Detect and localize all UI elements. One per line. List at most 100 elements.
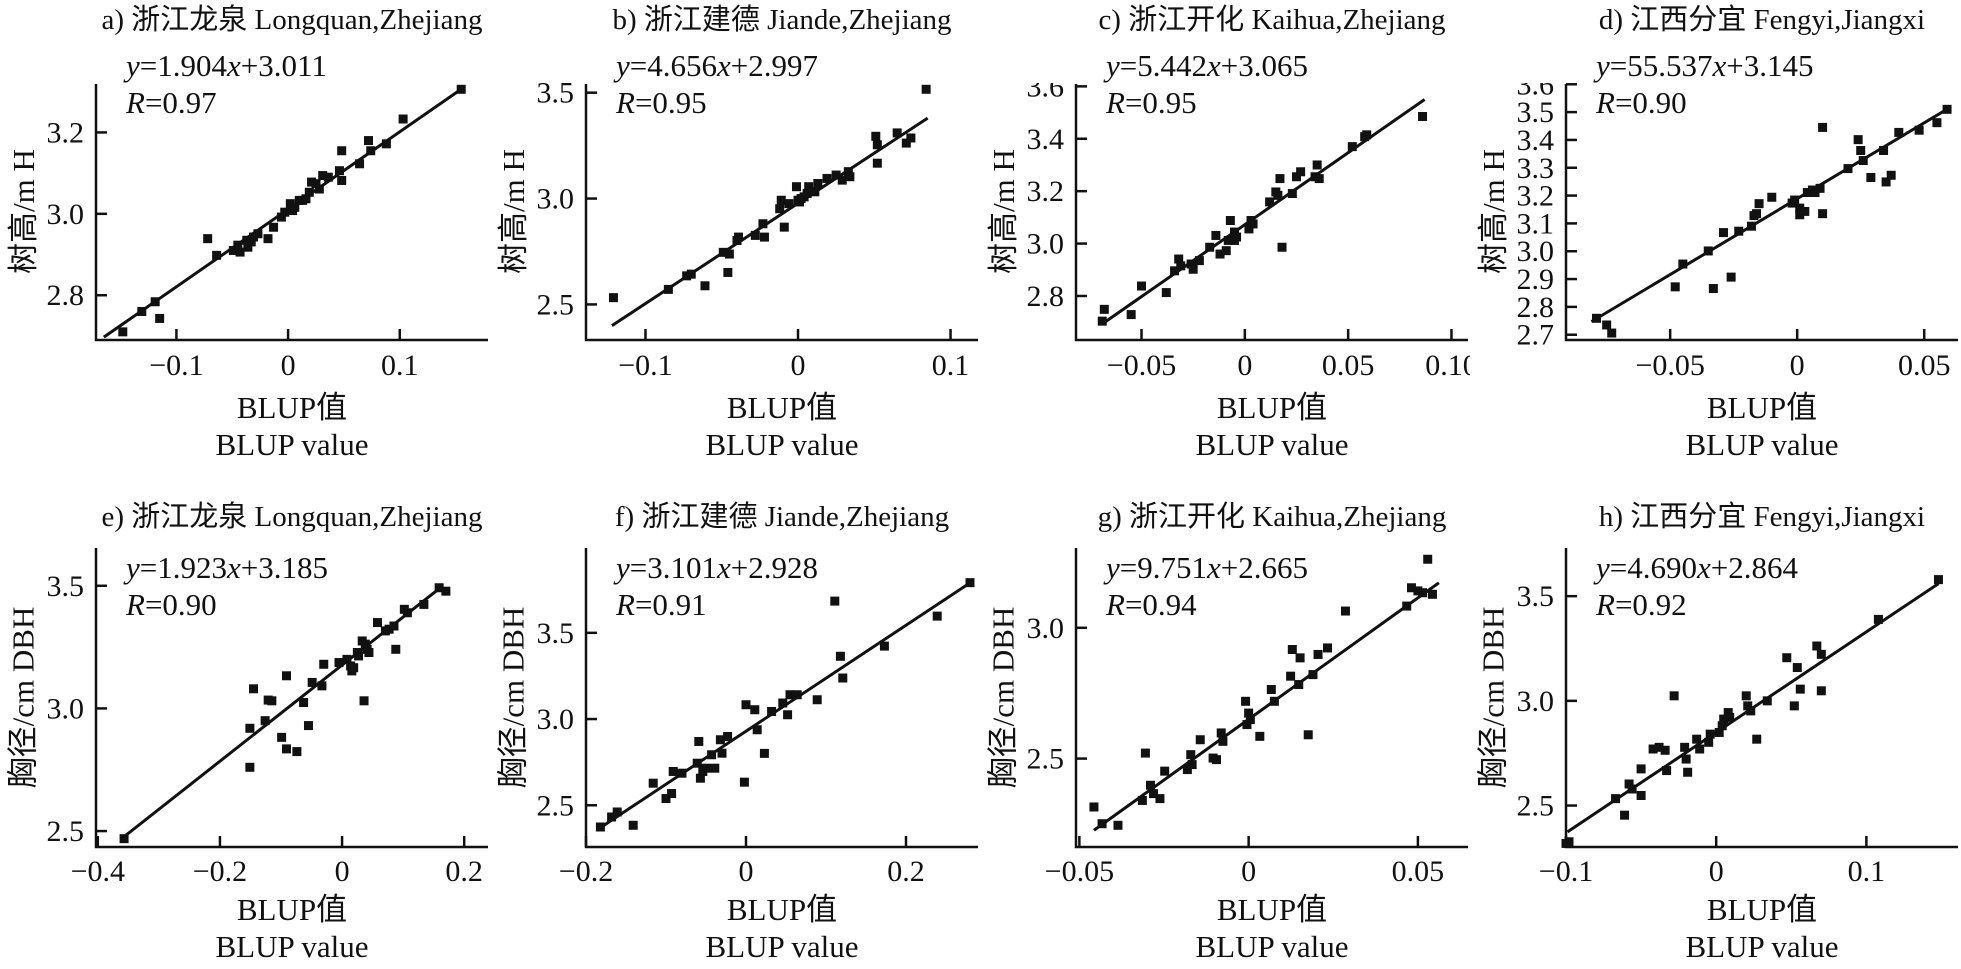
data-point [1695, 744, 1705, 754]
data-point [1795, 203, 1805, 213]
y-axis-label-text: 胸径/cm DBH [985, 606, 1021, 788]
data-point [1418, 588, 1428, 598]
y-tick-label: 3.0 [537, 703, 575, 736]
y-tick-label: 3.5 [47, 570, 85, 603]
data-point [1816, 649, 1826, 659]
subplot-title-d: d) 江西分宜 Fengyi,Jiangxi [1598, 4, 1926, 36]
data-point [398, 114, 408, 124]
data-point [843, 167, 853, 177]
y-tick-label: 3.6 [1027, 83, 1065, 103]
data-point [1347, 142, 1357, 152]
scatter-plot-a: 2.8 3.0 3.2 −0.1 0 0.1 [47, 84, 488, 382]
data-point [663, 284, 673, 294]
data-point [921, 84, 931, 94]
scatter-plot-b: 2.5 3.0 3.5 −0.1 0 0.1 [537, 83, 978, 382]
data-point [1680, 742, 1690, 752]
data-point [1752, 209, 1762, 219]
data-point [1726, 272, 1736, 282]
x-tick-label: −0.1 [1539, 855, 1593, 888]
equation-text: y=9.751x+2.665 [1106, 550, 1308, 585]
data-point [1295, 653, 1305, 663]
data-point [734, 232, 744, 242]
y-axis-label-text: 树高/m H [495, 149, 531, 274]
subplot-title-g: g) 浙江开化 Kaihua,Zhejiang [1097, 501, 1447, 533]
x-tick-label: −0.2 [193, 855, 247, 888]
data-point [1413, 586, 1423, 596]
y-axis-label-d: 树高/m H [1472, 83, 1511, 340]
regression-annotation-d: y=55.537x+3.145 R=0.90 [1596, 47, 1814, 121]
data-point [752, 725, 762, 735]
data-point [1323, 643, 1333, 653]
y-tick-label: 3.2 [1027, 175, 1065, 208]
x-axis-label-en: BLUP value [1685, 929, 1839, 964]
data-point [1815, 183, 1825, 193]
data-point [276, 212, 286, 222]
data-point [1188, 264, 1198, 274]
y-tick-label: 2.5 [1517, 790, 1555, 823]
regression-annotation-f: y=3.101x+2.928 R=0.91 [616, 549, 818, 623]
data-point [1681, 754, 1691, 764]
y-tick-label: 3.3 [1517, 152, 1555, 185]
data-point [810, 187, 820, 197]
data-point [1703, 246, 1713, 256]
y-tick-label: 2.8 [47, 279, 85, 312]
x-axis-label-b: BLUP值 BLUP value [490, 389, 980, 463]
data-point [1140, 748, 1150, 758]
data-point [835, 651, 845, 661]
y-axis-label-e: 胸径/cm DBH [2, 547, 41, 847]
y-axis-label-c: 树高/m H [982, 83, 1021, 340]
data-point [1881, 177, 1891, 187]
data-point [822, 173, 832, 183]
data-point [1287, 189, 1297, 199]
x-tick-label: 0.1 [381, 349, 419, 382]
y-tick-label: 3.0 [1027, 612, 1065, 645]
data-point [402, 608, 412, 618]
data-point [682, 271, 692, 281]
data-point [1232, 232, 1242, 242]
data-point [608, 293, 618, 303]
data-point [759, 748, 769, 758]
data-point [812, 695, 822, 705]
y-axis-label-g: 胸径/cm DBH [982, 547, 1021, 847]
data-point [1174, 254, 1184, 264]
data-point [1242, 720, 1252, 730]
data-point [434, 583, 444, 593]
y-tick-label: 2.8 [1027, 280, 1065, 313]
x-axis-label-en: BLUP value [1685, 427, 1839, 462]
data-point [253, 229, 263, 239]
x-axis-label-en: BLUP value [705, 427, 859, 462]
y-tick-label: 3.0 [1517, 235, 1555, 268]
scatter-plot-f: 2.5 3.0 3.5 −0.2 0 0.2 [537, 548, 978, 888]
data-point [119, 834, 129, 844]
y-tick-label: 3.5 [537, 617, 575, 650]
y-tick-label: 2.5 [1027, 743, 1065, 776]
data-point [700, 281, 710, 291]
data-point [1873, 614, 1883, 624]
data-point [1853, 135, 1863, 145]
data-point [1294, 680, 1304, 690]
data-point [1705, 729, 1715, 739]
data-point [802, 188, 812, 198]
axes [1564, 84, 1958, 342]
data-point [1223, 235, 1233, 245]
data-point [784, 199, 794, 209]
data-point [1932, 118, 1942, 128]
axes [94, 84, 488, 342]
data-point [1296, 167, 1306, 177]
scatter-plot-h: 2.5 3.0 3.5 −0.1 0 0.1 [1517, 548, 1958, 888]
data-point [354, 651, 364, 661]
r-value-text: R=0.90 [126, 587, 217, 622]
data-point [1636, 790, 1646, 800]
regression-annotation-b: y=4.656x+2.997 R=0.95 [616, 47, 818, 121]
data-point [260, 716, 270, 726]
data-point [1097, 819, 1107, 829]
data-point [307, 677, 317, 687]
data-point [707, 750, 717, 760]
y-axis-label-b: 树高/m H [492, 83, 531, 340]
data-point [311, 179, 321, 189]
data-point [1244, 708, 1254, 718]
data-point [1211, 755, 1221, 765]
scatter-plot-e: 2.5 3.0 3.5 −0.4 −0.2 0 0.2 [47, 548, 488, 888]
data-point [364, 647, 374, 657]
